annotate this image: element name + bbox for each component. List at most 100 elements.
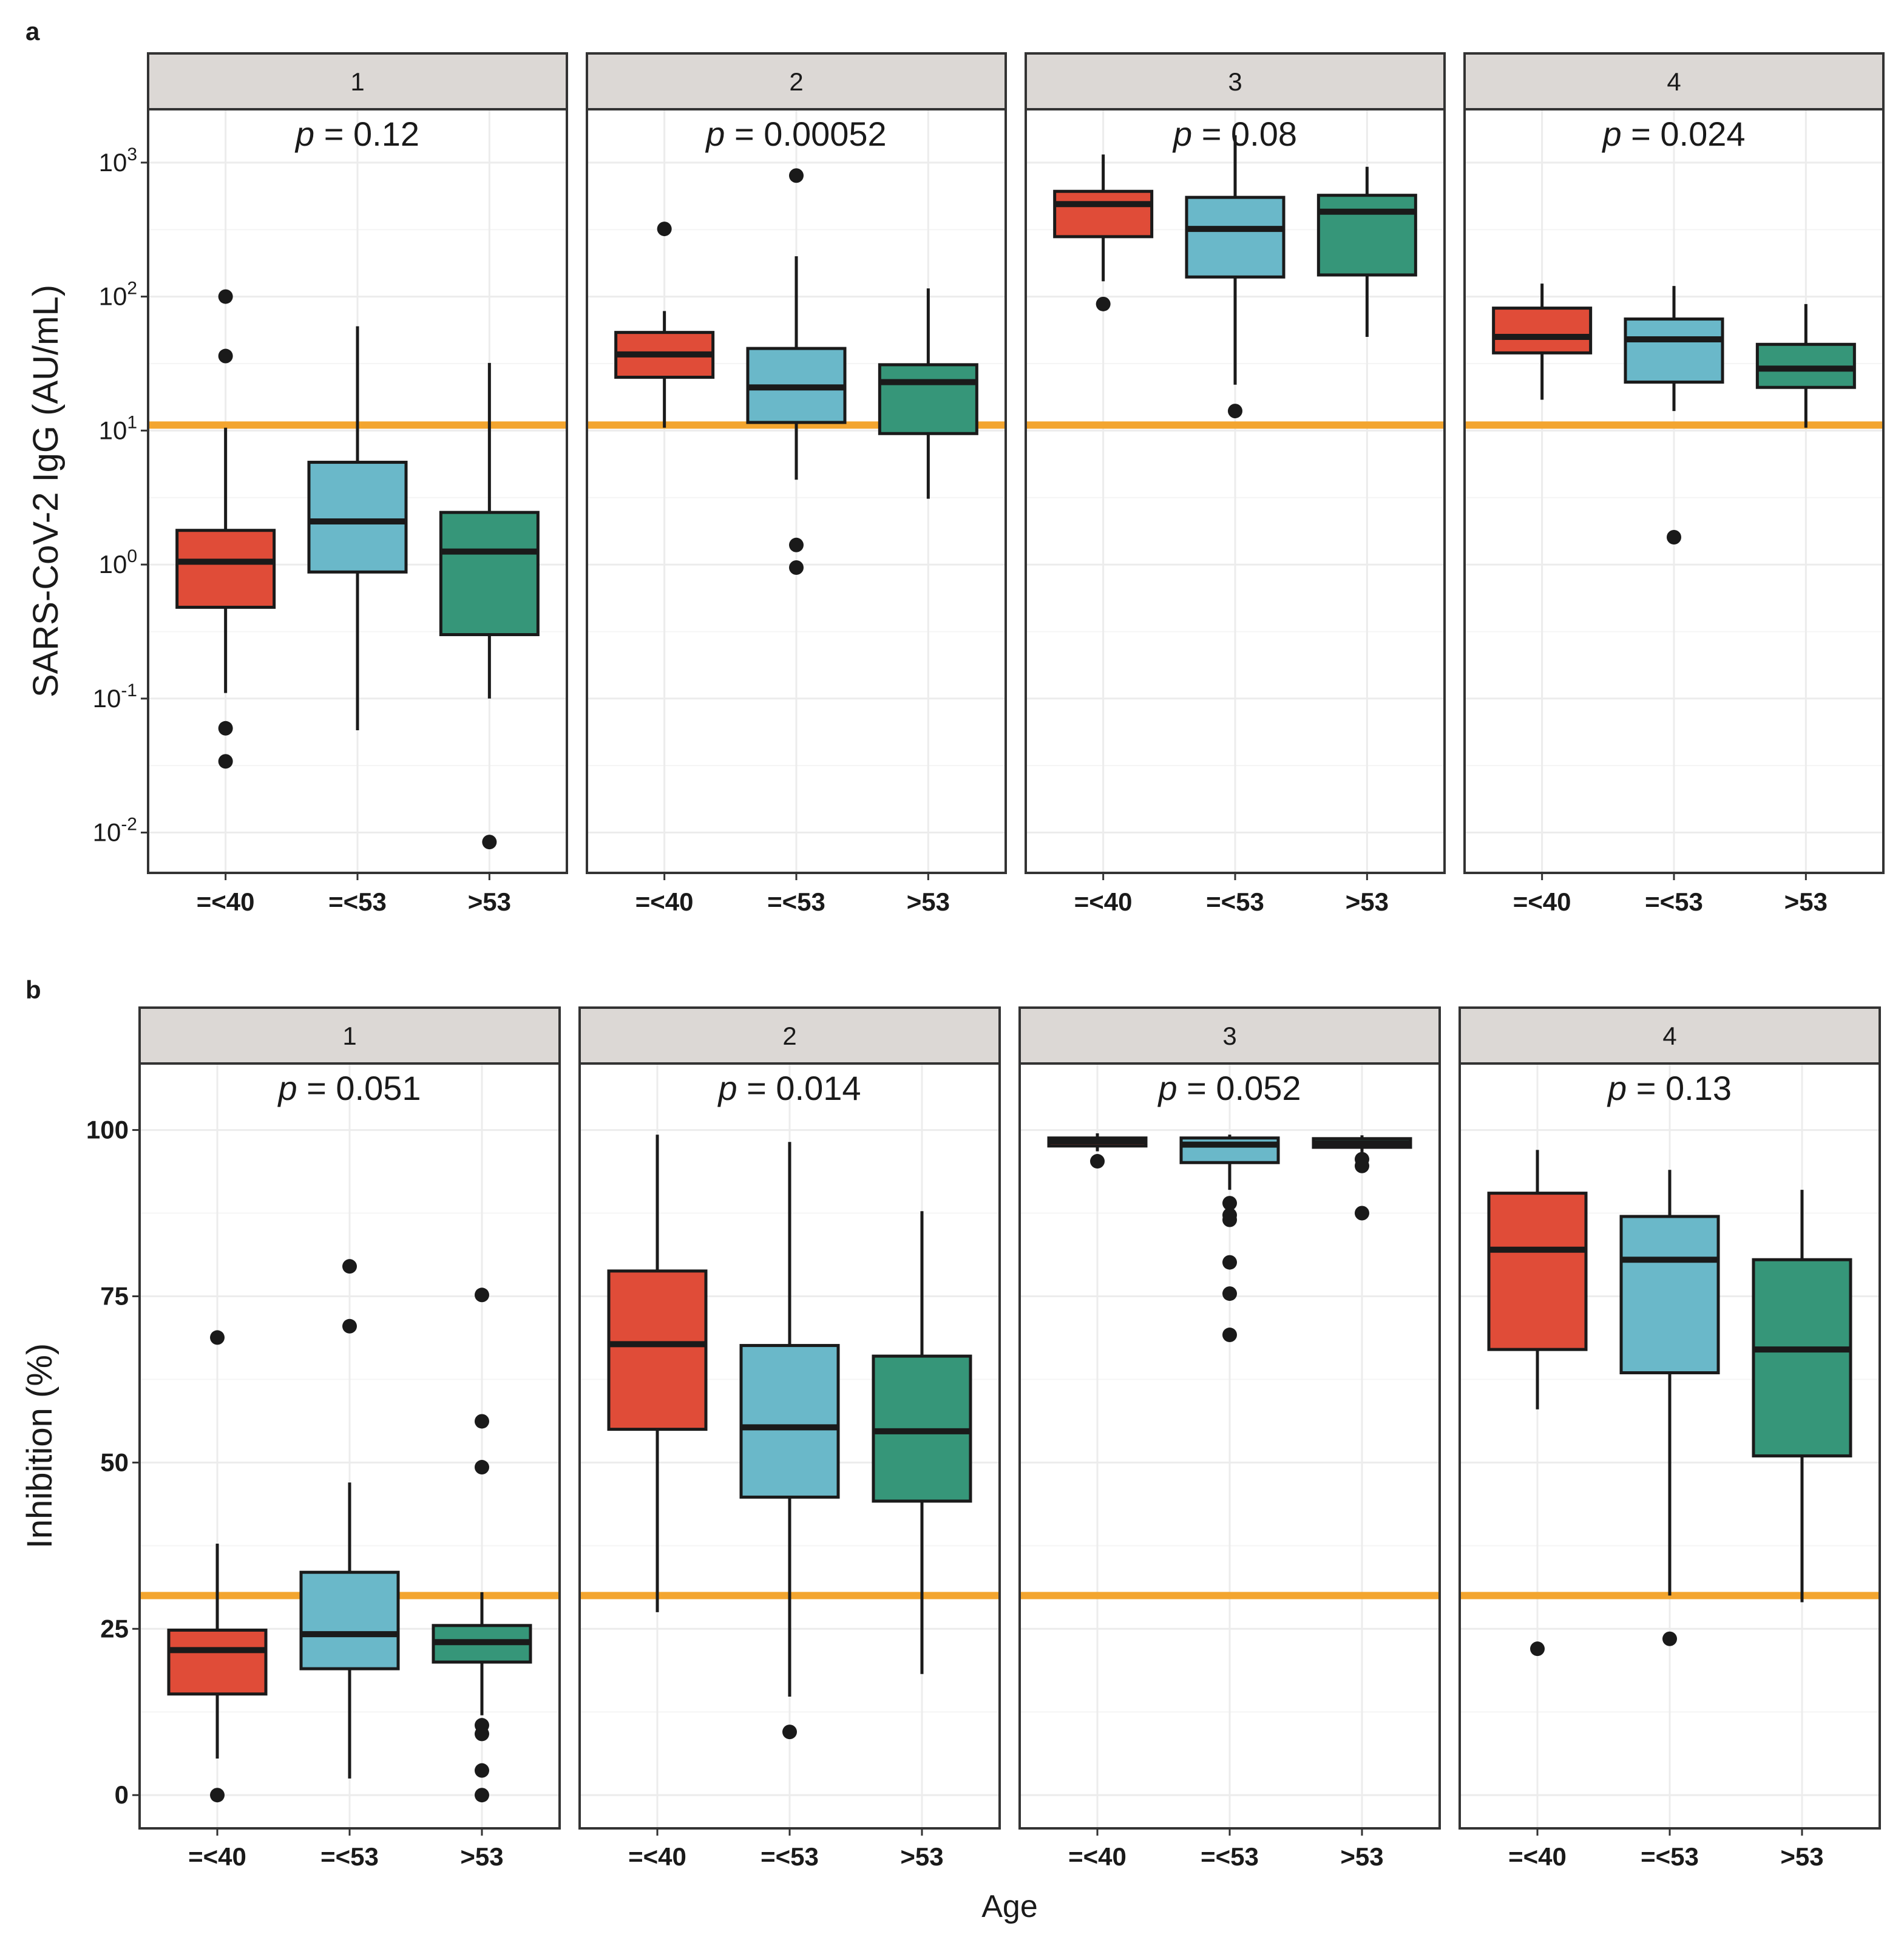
- y-tick-exponent: 2: [127, 279, 137, 299]
- y-tick-label: 100: [86, 1116, 129, 1144]
- x-tick-label: =<53: [1201, 1842, 1259, 1871]
- y-tick-label: 50: [100, 1448, 129, 1476]
- facet-strip: [586, 52, 1007, 110]
- box-b-3-1: [1179, 1135, 1280, 1343]
- facet-strip-label: 1: [342, 1022, 356, 1050]
- x-tick-label: =<53: [1641, 1842, 1699, 1871]
- y-tick-label: 25: [100, 1614, 129, 1643]
- box-a-3-0: [1053, 154, 1154, 311]
- box-a-4-1: [1624, 286, 1724, 545]
- p-value-label: p = 0.08: [1172, 115, 1297, 153]
- outlier-point: [782, 1725, 797, 1740]
- box-b-4-0: [1487, 1150, 1588, 1657]
- outlier-point: [474, 1460, 489, 1475]
- facet-b-1: 1 p = 0.051 =<40 =<53 >53: [138, 1006, 561, 1871]
- y-tick-base: 10: [93, 818, 121, 847]
- outlier-point: [1090, 1154, 1105, 1169]
- x-tick-label: =<53: [1645, 887, 1703, 916]
- box-a-4-0: [1492, 283, 1593, 400]
- x-tick-label: >53: [460, 1842, 503, 1871]
- outlier-point: [342, 1259, 357, 1274]
- y-tick-exponent: 1: [127, 412, 137, 432]
- x-tick-label: >53: [1780, 1842, 1823, 1871]
- box-iqr: [607, 1269, 708, 1431]
- box-b-3-0: [1047, 1133, 1148, 1169]
- outlier-point: [1222, 1286, 1237, 1301]
- facet-b-4: 4 p = 0.13 =<40 =<53 >53: [1458, 1006, 1881, 1871]
- y-tick-exponent: 3: [127, 144, 137, 165]
- outlier-point: [789, 537, 804, 552]
- facet-strip-label: 3: [1228, 67, 1242, 96]
- facet-a-4: 4 p = 0.024 =<40 =<53 >53: [1463, 52, 1885, 916]
- outlier-point: [1222, 1196, 1237, 1211]
- box-iqr: [307, 461, 408, 574]
- box-b-1-1: [299, 1259, 400, 1779]
- outlier-point: [1354, 1158, 1369, 1173]
- box-b-4-2: [1752, 1190, 1852, 1603]
- facet-strip-label: 3: [1222, 1022, 1236, 1050]
- outlier-point: [1662, 1631, 1677, 1646]
- box-a-4-2: [1755, 304, 1856, 428]
- x-tick-label: >53: [468, 887, 511, 916]
- y-tick-label: 75: [100, 1281, 129, 1310]
- x-tick-label: =<40: [1074, 887, 1133, 916]
- x-tick-label: =<53: [328, 887, 387, 916]
- p-symbol: p: [1157, 1069, 1177, 1107]
- p-value-label: p = 0.024: [1601, 115, 1745, 153]
- p-value: = 0.13: [1627, 1069, 1732, 1107]
- x-tick-label: >53: [1346, 887, 1389, 916]
- box-iqr: [878, 363, 978, 435]
- p-value-label: p = 0.051: [277, 1069, 421, 1107]
- x-tick-label: =<53: [1206, 887, 1264, 916]
- facet-strip-label: 4: [1662, 1022, 1676, 1050]
- y-tick-label: 10-2: [93, 815, 137, 847]
- box-a-3-2: [1316, 166, 1417, 338]
- box-iqr: [1185, 195, 1286, 279]
- outlier-point: [474, 1287, 489, 1303]
- box-a-2-2: [878, 288, 978, 499]
- facet-a-2: 2 p = 0.00052 =<40 =<53 >53: [586, 52, 1007, 916]
- outlier-point: [474, 1726, 489, 1742]
- p-value: = 0.08: [1192, 115, 1297, 153]
- outlier-point: [1222, 1212, 1237, 1227]
- y-tick-base: 10: [99, 416, 127, 444]
- facet-b-3: 3 p = 0.052 =<40 =<53 >53: [1018, 1006, 1441, 1871]
- facet-strip: [147, 52, 568, 110]
- facet-strip-label: 4: [1667, 67, 1681, 96]
- y-tick-label: 101: [99, 412, 137, 444]
- facet-strip: [138, 1006, 561, 1065]
- p-value-label: p = 0.014: [717, 1069, 861, 1107]
- facet-strip-label: 2: [789, 67, 803, 96]
- y-tick-base: 10: [99, 148, 127, 177]
- p-value-label: p = 0.13: [1607, 1069, 1732, 1107]
- y-tick-exponent: -2: [121, 815, 137, 835]
- x-tick-label: =<40: [1513, 887, 1571, 916]
- y-tick-label: 102: [99, 279, 137, 311]
- p-value-label: p = 0.052: [1157, 1069, 1301, 1107]
- x-tick-label: =<53: [767, 887, 825, 916]
- outlier-point: [474, 1788, 489, 1803]
- facet-strip: [578, 1006, 1001, 1065]
- y-tick-base: 10: [93, 684, 121, 713]
- facet-a-3: 3 p = 0.08 =<40 =<53 >53: [1025, 52, 1446, 916]
- p-value: = 0.12: [314, 115, 419, 153]
- y-tick-label: 10-1: [93, 680, 137, 713]
- p-symbol: p: [717, 1069, 737, 1107]
- box-iqr: [299, 1570, 400, 1671]
- panel-letter-a: a: [25, 17, 40, 46]
- y-tick-base: 10: [99, 282, 127, 311]
- panel-letter-b: b: [25, 975, 41, 1004]
- x-tick-label: >53: [1340, 1842, 1383, 1871]
- outlier-point: [789, 168, 804, 183]
- box-iqr: [1053, 189, 1154, 239]
- p-value: = 0.051: [297, 1069, 421, 1107]
- outlier-point: [210, 1788, 225, 1803]
- outlier-point: [789, 560, 804, 575]
- y-tick-label: 100: [99, 546, 137, 578]
- box-iqr: [1316, 194, 1417, 277]
- y-tick-label: 0: [115, 1780, 129, 1809]
- p-value: = 0.024: [1622, 115, 1746, 153]
- p-value: = 0.014: [737, 1069, 861, 1107]
- outlier-point: [1667, 530, 1681, 545]
